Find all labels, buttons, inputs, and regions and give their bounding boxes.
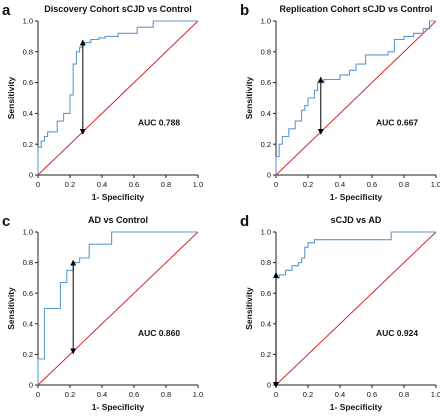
x-axis-label: 1- Specificity bbox=[92, 402, 145, 412]
x-tick-label: 0.8 bbox=[399, 390, 409, 399]
auc-label: AUC 0.667 bbox=[376, 118, 418, 128]
roc-curve bbox=[37, 20, 198, 175]
y-tick-label: 0.2 bbox=[261, 350, 271, 359]
y-axis-label: Sensitivity bbox=[6, 76, 16, 119]
x-tick-label: 0.8 bbox=[399, 180, 409, 189]
x-tick-label: 0.2 bbox=[65, 390, 75, 399]
x-axis-label: 1- Specificity bbox=[330, 402, 383, 412]
x-tick-label: 1.0 bbox=[193, 390, 203, 399]
x-tick-label: 1.0 bbox=[193, 180, 203, 189]
auc-label: AUC 0.860 bbox=[138, 328, 180, 338]
chart-title: sCJD vs AD bbox=[331, 215, 382, 225]
roc-curve bbox=[275, 231, 436, 385]
y-tick-label: 0.6 bbox=[23, 78, 33, 87]
y-tick-label: 0.4 bbox=[261, 319, 271, 328]
x-tick-label: 0.6 bbox=[129, 180, 139, 189]
y-tick-label: 0.8 bbox=[261, 258, 271, 267]
panel-letter: c bbox=[2, 213, 10, 230]
y-tick-label: 0.8 bbox=[23, 258, 33, 267]
x-axis-label: 1- Specificity bbox=[92, 192, 145, 202]
y-axis-label: Sensitivity bbox=[244, 76, 254, 119]
chart-title: Discovery Cohort sCJD vs Control bbox=[44, 4, 192, 14]
reference-diagonal-line bbox=[275, 231, 437, 386]
y-tick-label: 0 bbox=[267, 171, 271, 180]
panel-letter: a bbox=[2, 2, 11, 19]
x-axis-label: 1- Specificity bbox=[330, 192, 383, 202]
chart-panel-d: 0 0.2 0.4 0.6 0.8 1.0 0 0.2 0.4 0.6 0.8 1.0 sCJD vs … bbox=[240, 213, 440, 412]
y-tick-label: 0.6 bbox=[23, 289, 33, 298]
x-tick-label: 0.6 bbox=[367, 180, 377, 189]
y-axis-label: Sensitivity bbox=[6, 287, 16, 330]
x-tick-label: 0.6 bbox=[367, 390, 377, 399]
x-tick-label: 0.4 bbox=[97, 180, 107, 189]
panel-letter: d bbox=[240, 213, 249, 230]
y-tick-label: 0.4 bbox=[23, 109, 33, 118]
x-tick-label: 0 bbox=[274, 180, 278, 189]
y-tick-label: 0.2 bbox=[23, 350, 33, 359]
auc-label: AUC 0.788 bbox=[138, 118, 180, 128]
y-tick-label: 0.6 bbox=[261, 289, 271, 298]
x-tick-label: 0.2 bbox=[65, 180, 75, 189]
auc-label: AUC 0.924 bbox=[376, 328, 418, 338]
chart-panel-c: 0 0.2 0.4 0.6 0.8 1.0 0 0.2 0.4 0.6 0.8 1.0 AD vs Co… bbox=[2, 213, 203, 412]
panel-letter: b bbox=[240, 2, 249, 19]
x-tick-label: 1.0 bbox=[431, 180, 440, 189]
y-tick-label: 0 bbox=[267, 381, 271, 390]
chart-title: Replication Cohort sCJD vs Control bbox=[279, 4, 432, 14]
x-tick-label: 0.2 bbox=[303, 390, 313, 399]
y-tick-label: 0.4 bbox=[23, 319, 33, 328]
x-tick-label: 0 bbox=[274, 390, 278, 399]
y-tick-label: 0 bbox=[29, 381, 33, 390]
y-tick-label: 1.0 bbox=[261, 17, 271, 26]
reference-diagonal-line bbox=[37, 231, 199, 386]
y-tick-label: 0.4 bbox=[261, 109, 271, 118]
y-tick-label: 1.0 bbox=[23, 17, 33, 26]
x-tick-label: 0.6 bbox=[129, 390, 139, 399]
chart-title: AD vs Control bbox=[88, 215, 148, 225]
x-tick-label: 0 bbox=[36, 180, 40, 189]
y-tick-label: 0.2 bbox=[23, 140, 33, 149]
x-tick-label: 0.4 bbox=[97, 390, 107, 399]
x-tick-label: 0.8 bbox=[161, 180, 171, 189]
y-tick-label: 0 bbox=[29, 171, 33, 180]
x-tick-label: 0 bbox=[36, 390, 40, 399]
x-tick-label: 1.0 bbox=[431, 390, 440, 399]
y-tick-label: 0.8 bbox=[261, 47, 271, 56]
x-tick-label: 0.4 bbox=[335, 390, 345, 399]
reference-diagonal-line bbox=[275, 20, 437, 176]
y-tick-label: 0.2 bbox=[261, 140, 271, 149]
y-axis-label: Sensitivity bbox=[244, 287, 254, 330]
x-tick-label: 0.2 bbox=[303, 180, 313, 189]
roc-curve bbox=[275, 20, 436, 175]
x-tick-label: 0.4 bbox=[335, 180, 345, 189]
y-tick-label: 1.0 bbox=[23, 228, 33, 237]
chart-panel-b: 0 0.2 0.4 0.6 0.8 1.0 0 0.2 0.4 0.6 0.8 1.0 Replicat… bbox=[240, 2, 440, 202]
y-tick-label: 1.0 bbox=[261, 228, 271, 237]
y-tick-label: 0.8 bbox=[23, 47, 33, 56]
x-tick-label: 0.8 bbox=[161, 390, 171, 399]
reference-diagonal-line bbox=[37, 20, 199, 176]
chart-panel-a: 0 0.2 0.4 0.6 0.8 1.0 0 0.2 0.4 0.6 0.8 1.0 Discover… bbox=[2, 2, 203, 202]
y-tick-label: 0.6 bbox=[261, 78, 271, 87]
